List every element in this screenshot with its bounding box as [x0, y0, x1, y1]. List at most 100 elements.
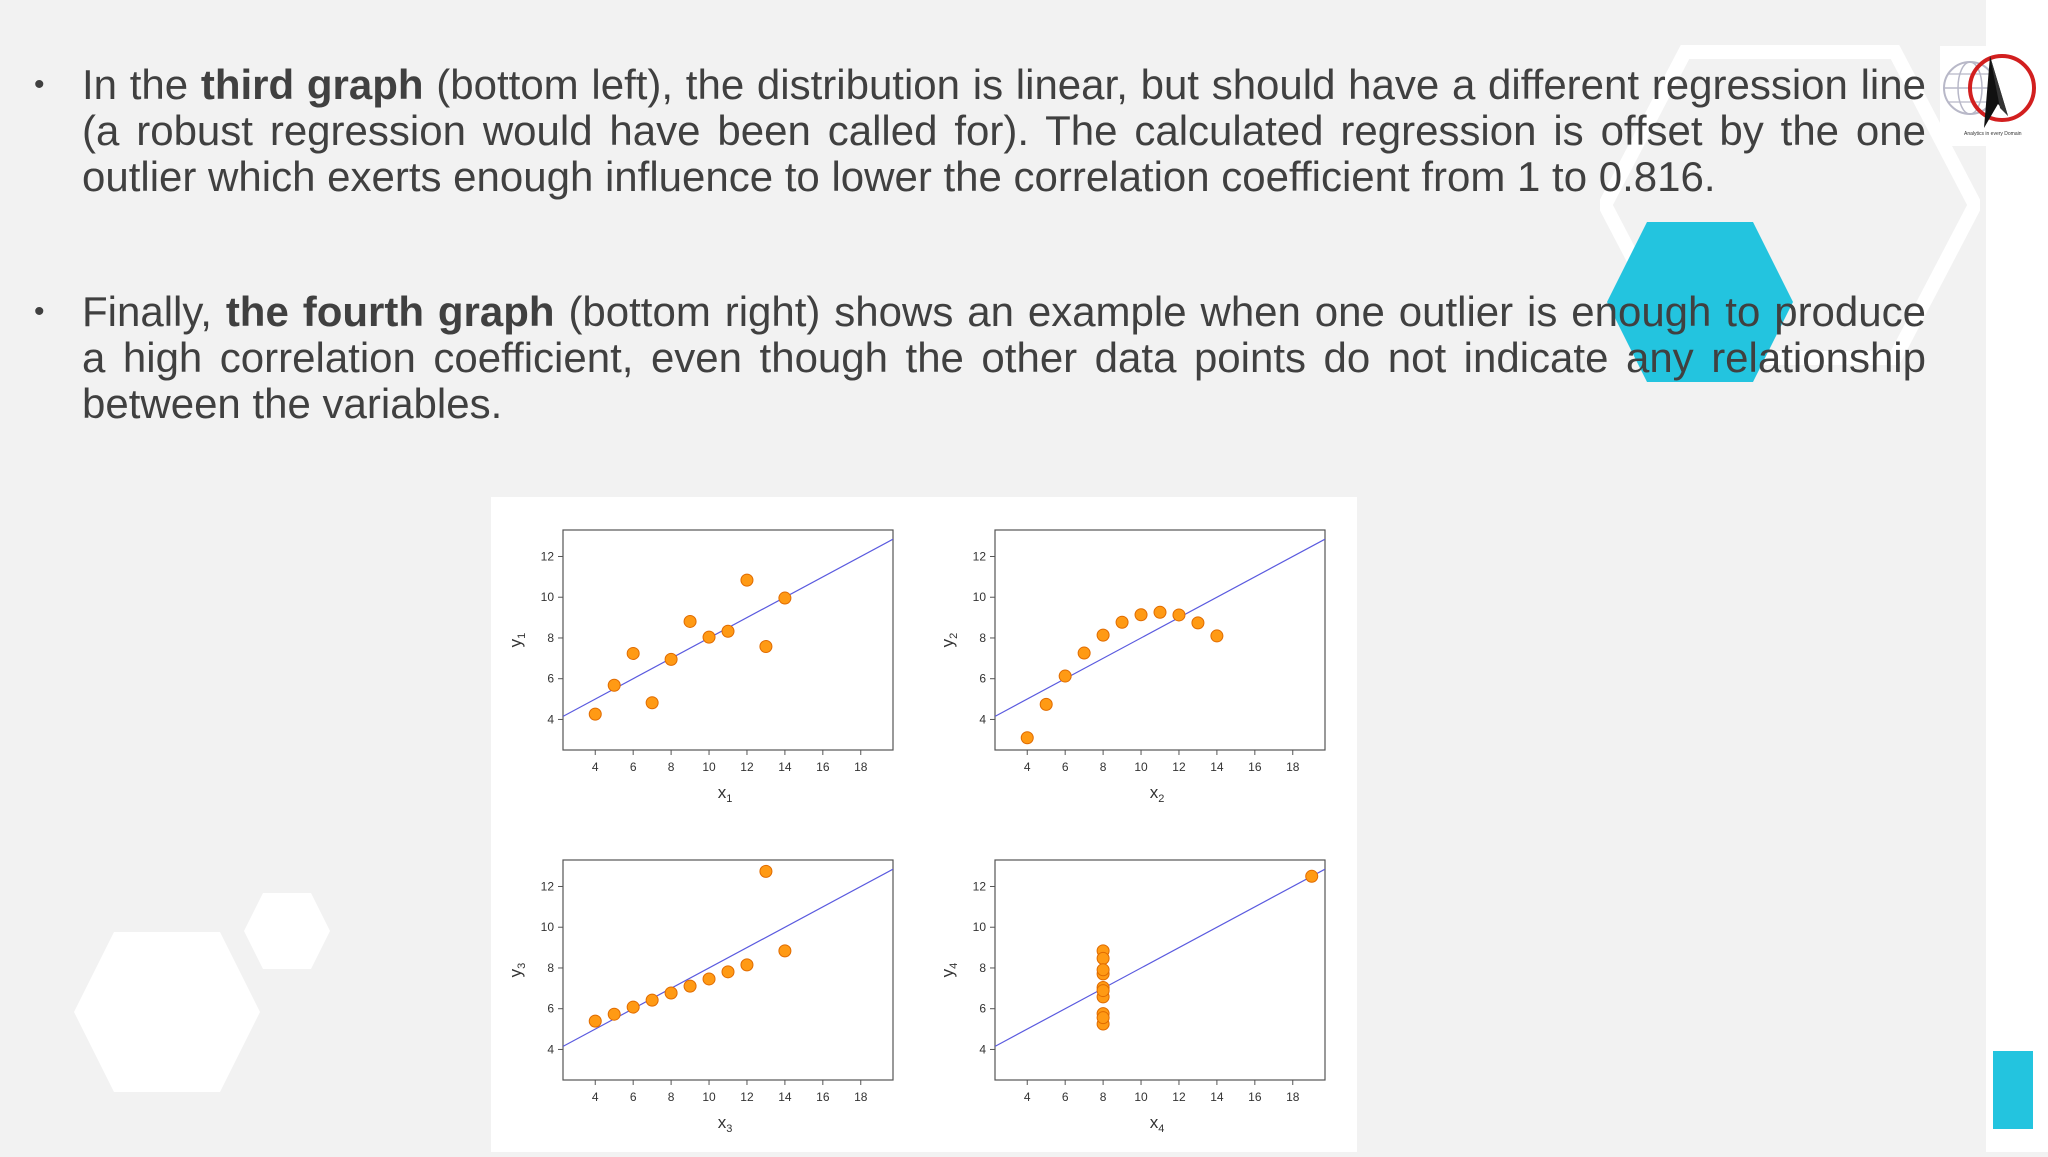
- data-point: [683, 614, 697, 628]
- y-tick-label: 6: [547, 1002, 554, 1016]
- x-tick-label: 6: [1062, 1090, 1069, 1104]
- x-tick-label: 18: [854, 1090, 868, 1104]
- regression-line: [995, 868, 1325, 1047]
- logo-tagline: Analytics in every Domain: [1964, 131, 2022, 137]
- x-tick-label: 10: [702, 760, 716, 774]
- data-point: [645, 993, 659, 1007]
- x-tick-label: 18: [1286, 760, 1300, 774]
- hexagon-large-decoration: [74, 932, 260, 1092]
- data-point: [1305, 869, 1319, 883]
- data-point: [1096, 963, 1110, 977]
- bullet-bold-term: third graph: [200, 61, 424, 108]
- x-tick-label: 12: [1172, 1090, 1186, 1104]
- data-point: [1191, 616, 1205, 630]
- y-tick-label: 6: [979, 1002, 986, 1016]
- x-axis-label-subscript: 3: [726, 1123, 732, 1135]
- x-tick-label: 12: [740, 1090, 754, 1104]
- data-point: [1172, 608, 1186, 622]
- y-tick-label: 12: [541, 879, 555, 893]
- data-point: [645, 696, 659, 710]
- x-tick-label: 10: [1134, 1090, 1148, 1104]
- data-point: [664, 652, 678, 666]
- y-tick-label: 12: [973, 879, 987, 893]
- company-logo: [1940, 46, 2048, 146]
- bullet-prefix: In the: [82, 61, 201, 108]
- x-tick-label: 8: [1100, 1090, 1107, 1104]
- y-tick-label: 10: [541, 920, 555, 934]
- x-tick-label: 14: [778, 760, 792, 774]
- x-tick-label: 14: [778, 1090, 792, 1104]
- plot-frame: [994, 859, 1326, 1081]
- x-tick-label: 14: [1210, 760, 1224, 774]
- y-axis-label: y1: [506, 633, 528, 648]
- data-point: [607, 1007, 621, 1021]
- y-tick-label: 8: [547, 961, 554, 975]
- x-axis-label: x2: [1150, 783, 1165, 805]
- y-tick-label: 8: [979, 961, 986, 975]
- y-axis-label: y3: [506, 963, 528, 978]
- y-tick-label: 6: [979, 672, 986, 686]
- x-tick-label: 16: [816, 760, 830, 774]
- x-tick-label: 4: [592, 760, 599, 774]
- x-tick-label: 8: [1100, 760, 1107, 774]
- x-tick-label: 6: [630, 760, 637, 774]
- y-tick-label: 12: [541, 549, 555, 563]
- bullet-body: (bottom right) shows an example when one…: [82, 288, 1926, 427]
- x-tick-label: 18: [1286, 1090, 1300, 1104]
- plot-frame: [994, 529, 1326, 751]
- y-tick-label: 4: [547, 1042, 554, 1056]
- y-tick-label: 4: [979, 712, 986, 726]
- x-tick-label: 10: [1134, 760, 1148, 774]
- data-point: [721, 965, 735, 979]
- data-point: [1134, 608, 1148, 622]
- y-axis-label-subscript: 1: [516, 633, 528, 639]
- logo-globe-icon: [1943, 54, 2036, 128]
- bullet-third-graph: • In the third graph (bottom left), the d…: [34, 62, 1926, 200]
- data-point: [1096, 984, 1110, 998]
- y-tick-label: 10: [541, 590, 555, 604]
- y-tick-label: 6: [547, 672, 554, 686]
- data-point: [721, 624, 735, 638]
- scatter-plot-2: 4 6 8 10 12 14 16 18 4 6 8 10 12 x2 y2: [938, 529, 1326, 805]
- x-tick-label: 6: [1062, 760, 1069, 774]
- data-point: [1115, 615, 1129, 629]
- x-axis-label-subscript: 4: [1158, 1123, 1164, 1135]
- data-point: [588, 707, 602, 721]
- y-tick-label: 8: [547, 631, 554, 645]
- bullet-marker: •: [34, 68, 45, 101]
- data-point: [702, 630, 716, 644]
- data-point: [626, 1000, 640, 1014]
- y-axis-label-subscript: 4: [948, 963, 960, 969]
- x-axis-label: x3: [718, 1113, 733, 1135]
- y-tick-label: 4: [979, 1042, 986, 1056]
- x-axis-label: x4: [1150, 1113, 1165, 1135]
- data-point: [1058, 669, 1072, 683]
- x-tick-label: 10: [702, 1090, 716, 1104]
- data-point: [1020, 731, 1034, 745]
- bullet-prefix: Finally,: [82, 288, 226, 335]
- x-axis-label-subscript: 2: [1158, 793, 1164, 805]
- y-tick-label: 10: [973, 920, 987, 934]
- hexagon-small-decoration: [244, 893, 330, 969]
- y-tick-label: 8: [979, 631, 986, 645]
- x-tick-label: 4: [1024, 1090, 1031, 1104]
- bullet-body: (bottom left), the distribution is linea…: [82, 61, 1926, 200]
- y-axis-label: y2: [938, 633, 960, 648]
- data-point: [1210, 629, 1224, 643]
- hexagon-accent-decoration: [1607, 222, 1793, 382]
- y-axis-label: y4: [938, 963, 960, 978]
- y-tick-label: 12: [973, 549, 987, 563]
- x-tick-label: 6: [630, 1090, 637, 1104]
- x-axis-label-subscript: 1: [726, 793, 732, 805]
- data-point: [759, 864, 773, 878]
- x-tick-label: 16: [816, 1090, 830, 1104]
- data-point: [607, 678, 621, 692]
- data-point: [1039, 697, 1053, 711]
- y-axis-label-subscript: 3: [516, 963, 528, 969]
- accent-bar: [1993, 1051, 2033, 1129]
- hexagon-outline-decoration: [1600, 45, 1980, 365]
- bullet-list: • In the third graph (bottom left), the d…: [34, 62, 1926, 427]
- anscombe-quartet-figure: 4 6 8 10 12 14 16 18 4 6 8 10 12 x1 y1 4 6 8 10 12 14 16 18 4 6 8…: [491, 497, 1357, 1152]
- data-point: [626, 646, 640, 660]
